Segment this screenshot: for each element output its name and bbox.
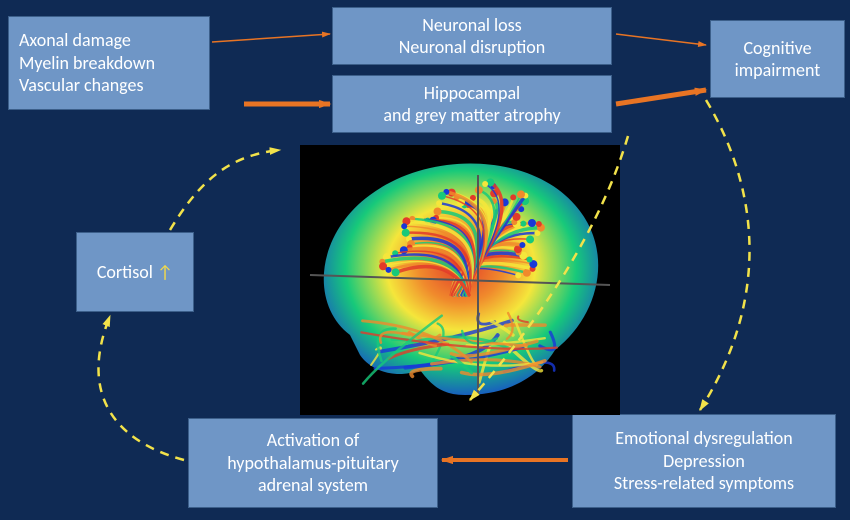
- node-cortisol-label: Cortisol↑: [97, 261, 173, 284]
- node-emotional-label: Emotional dysregulationDepressionStress-…: [614, 427, 794, 495]
- arrow-dashed-1: [98, 316, 184, 460]
- arrow-solid-1: [616, 34, 706, 45]
- arrow-dashed-0: [700, 100, 750, 410]
- arrow-solid-3: [616, 90, 706, 104]
- node-axonal-label: Axonal damageMyelin breakdownVascular ch…: [19, 29, 155, 97]
- node-cortisol: Cortisol↑: [76, 232, 194, 312]
- node-axonal: Axonal damageMyelin breakdownVascular ch…: [8, 16, 210, 110]
- node-cognitive: Cognitiveimpairment: [710, 20, 845, 98]
- diagram-stage: Axonal damageMyelin breakdownVascular ch…: [0, 0, 850, 520]
- arrow-solid-0: [212, 34, 330, 42]
- node-hippocampal: Hippocampaland grey matter atrophy: [332, 75, 612, 133]
- node-neuronal-label: Neuronal lossNeuronal disruption: [399, 14, 546, 59]
- node-hippocampal-label: Hippocampaland grey matter atrophy: [383, 82, 560, 127]
- node-emotional: Emotional dysregulationDepressionStress-…: [572, 414, 836, 508]
- node-activation: Activation ofhypothalamus-pituitaryadren…: [188, 418, 438, 508]
- brain-tractography-image: [300, 145, 620, 415]
- node-cognitive-label: Cognitiveimpairment: [735, 37, 821, 82]
- arrow-dashed-2: [170, 150, 280, 230]
- node-neuronal: Neuronal lossNeuronal disruption: [332, 7, 612, 65]
- node-activation-label: Activation ofhypothalamus-pituitaryadren…: [227, 429, 399, 497]
